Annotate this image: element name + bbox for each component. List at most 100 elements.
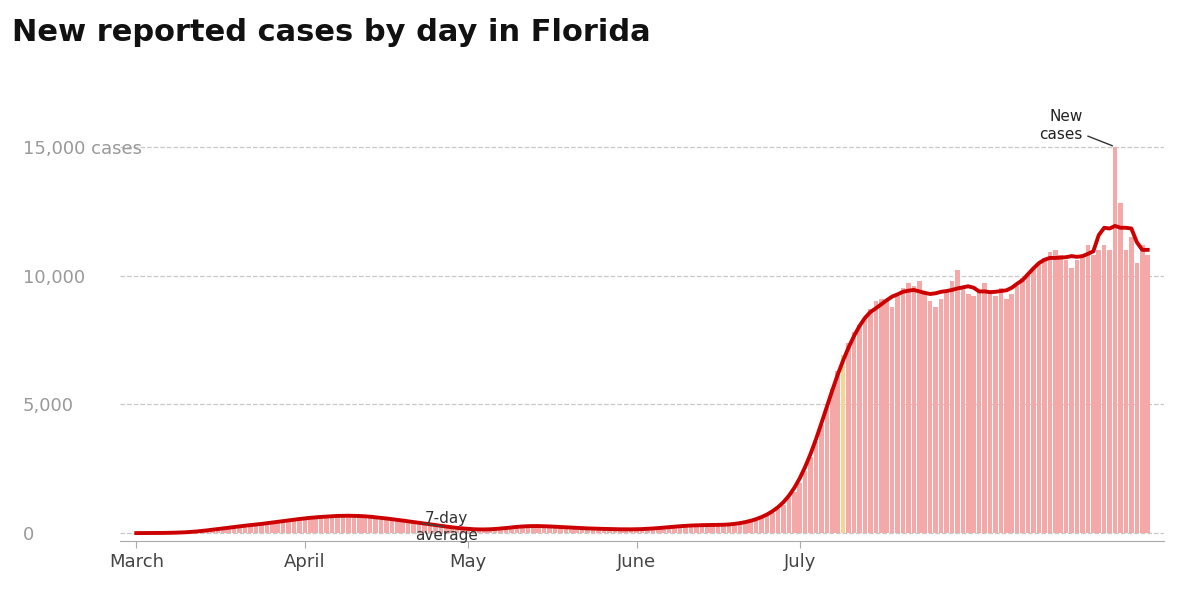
Bar — [1145, 255, 1150, 533]
Bar — [824, 407, 829, 533]
Bar — [1112, 147, 1117, 533]
Bar — [928, 301, 932, 533]
Bar — [1102, 245, 1106, 533]
Bar — [938, 299, 943, 533]
Bar — [564, 528, 568, 533]
Bar — [379, 517, 383, 533]
Bar — [721, 525, 726, 533]
Bar — [646, 529, 649, 533]
Bar — [966, 294, 971, 533]
Bar — [324, 516, 329, 533]
Text: New reported cases by day in Florida: New reported cases by day in Florida — [12, 18, 650, 47]
Bar — [182, 532, 187, 533]
Bar — [852, 332, 857, 533]
Bar — [1123, 250, 1128, 533]
Bar — [770, 513, 775, 533]
Bar — [1118, 204, 1123, 533]
Bar — [1048, 252, 1052, 533]
Bar — [401, 520, 406, 533]
Bar — [406, 521, 410, 533]
Bar — [623, 529, 628, 533]
Bar — [971, 296, 976, 533]
Bar — [412, 522, 416, 533]
Bar — [835, 371, 840, 533]
Bar — [1052, 250, 1057, 533]
Bar — [536, 526, 541, 533]
Bar — [253, 525, 258, 533]
Bar — [313, 517, 318, 533]
Bar — [270, 523, 275, 533]
Bar — [1091, 255, 1096, 533]
Bar — [330, 516, 335, 533]
Bar — [781, 505, 786, 533]
Bar — [188, 532, 193, 533]
Bar — [590, 529, 595, 533]
Bar — [1080, 255, 1085, 533]
Bar — [672, 526, 677, 533]
Bar — [612, 529, 617, 533]
Bar — [944, 291, 949, 533]
Bar — [689, 525, 694, 533]
Bar — [482, 530, 487, 533]
Bar — [710, 525, 715, 533]
Bar — [820, 425, 823, 533]
Bar — [618, 529, 623, 533]
Bar — [694, 525, 698, 533]
Bar — [901, 288, 905, 533]
Bar — [1042, 258, 1046, 533]
Bar — [1020, 278, 1025, 533]
Bar — [586, 528, 590, 533]
Bar — [678, 526, 683, 533]
Bar — [205, 531, 209, 533]
Bar — [487, 530, 492, 533]
Bar — [1037, 263, 1042, 533]
Bar — [520, 526, 524, 533]
Bar — [792, 492, 797, 533]
Bar — [716, 525, 720, 533]
Bar — [727, 525, 731, 533]
Bar — [656, 528, 661, 533]
Bar — [390, 519, 394, 533]
Bar — [754, 520, 758, 533]
Bar — [199, 531, 204, 533]
Bar — [438, 526, 443, 533]
Bar — [917, 281, 922, 533]
Bar — [760, 518, 764, 533]
Bar — [542, 526, 546, 533]
Bar — [232, 526, 236, 533]
Bar — [809, 457, 812, 533]
Bar — [498, 529, 503, 533]
Bar — [1026, 273, 1031, 533]
Bar — [764, 516, 769, 533]
Bar — [884, 301, 889, 533]
Bar — [356, 516, 361, 533]
Text: 7-day
average: 7-day average — [415, 511, 478, 543]
Bar — [994, 296, 997, 533]
Bar — [1015, 286, 1020, 533]
Bar — [895, 296, 900, 533]
Bar — [1009, 294, 1014, 533]
Bar — [472, 529, 475, 533]
Bar — [216, 529, 220, 533]
Bar — [449, 528, 454, 533]
Bar — [384, 518, 389, 533]
Bar — [368, 517, 372, 533]
Bar — [352, 515, 356, 533]
Bar — [983, 283, 986, 533]
Bar — [427, 525, 432, 533]
Bar — [194, 532, 198, 533]
Bar — [1064, 260, 1068, 533]
Bar — [878, 299, 883, 533]
Bar — [341, 516, 346, 533]
Bar — [863, 317, 868, 533]
Bar — [786, 498, 791, 533]
Bar — [335, 516, 340, 533]
Bar — [444, 526, 449, 533]
Bar — [569, 528, 574, 533]
Bar — [547, 526, 552, 533]
Bar — [857, 325, 862, 533]
Bar — [1097, 250, 1102, 533]
Bar — [1086, 245, 1090, 533]
Bar — [960, 288, 965, 533]
Bar — [238, 526, 242, 533]
